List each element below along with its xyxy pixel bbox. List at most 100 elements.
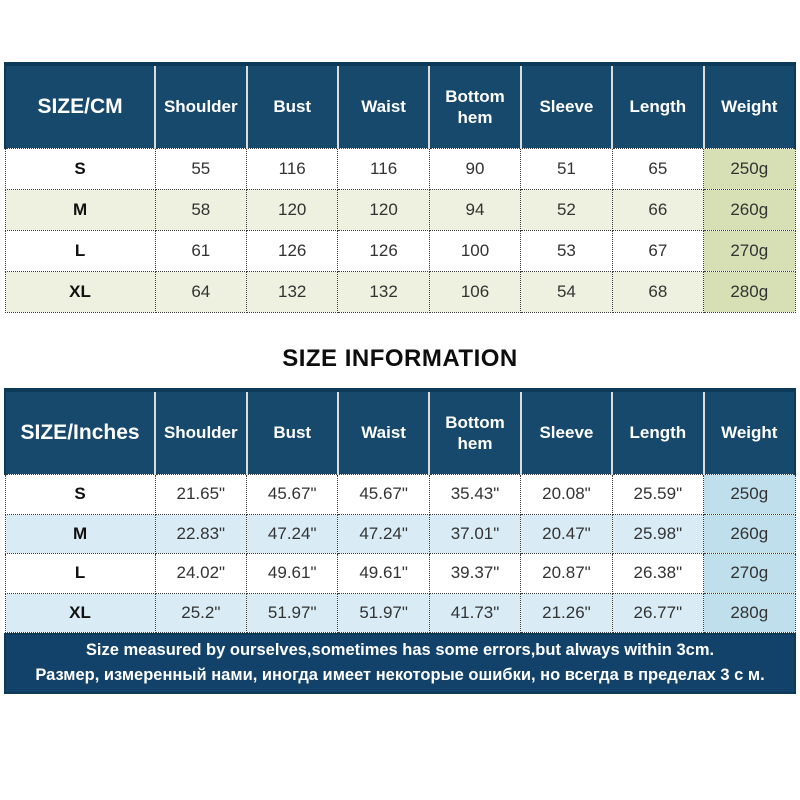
value-cell: 120	[337, 189, 430, 231]
value-cell: 53	[520, 230, 613, 272]
value-cell: 51.97"	[245, 592, 339, 633]
table-row-l: L 24.02" 49.61" 49.61" 39.37" 20.87" 26.38" 270…	[4, 553, 796, 594]
value-cell: 51.97"	[337, 592, 430, 633]
inches-header-row: SIZE/Inches Shoulder Bust Waist Bottom hem S…	[3, 388, 797, 475]
value-cell: 26.38"	[611, 553, 705, 594]
value-cell: 280g	[703, 592, 796, 633]
inches-table-body: S 21.65" 45.67" 45.67" 35.43" 20.08" 25.59" 250…	[4, 474, 796, 633]
measurement-note-russian: Размер, измеренный нами, иногда имеет не…	[35, 666, 765, 684]
value-cell: 55	[154, 148, 248, 190]
column-header-shoulder: Shoulder	[154, 388, 248, 475]
column-header-bust: Bust	[245, 62, 339, 149]
value-cell: 116	[245, 148, 339, 190]
size-table-cm: SIZE/CM Shoulder Bust Waist Bottom hem Sleev…	[3, 62, 797, 313]
value-cell: 90	[428, 148, 522, 190]
size-label-cell: S	[4, 148, 156, 190]
table-row-xl: XL 64 132 132 106 54 68 280g	[4, 271, 796, 313]
top-whitespace	[0, 0, 800, 62]
table-row-s: S 21.65" 45.67" 45.67" 35.43" 20.08" 25.59" 250…	[4, 474, 796, 515]
size-label-cell: L	[4, 553, 156, 594]
value-cell: 47.24"	[337, 513, 430, 554]
column-header-sleeve: Sleeve	[519, 388, 614, 475]
cm-corner-header: SIZE/CM	[3, 62, 157, 149]
column-header-weight: Weight	[702, 62, 797, 149]
value-cell: 25.59"	[611, 474, 705, 515]
value-cell: 132	[245, 271, 339, 313]
column-header-length: Length	[611, 388, 705, 475]
column-header-sleeve: Sleeve	[519, 62, 614, 149]
measurement-note-english: Size measured by ourselves,sometimes has…	[85, 641, 715, 659]
value-cell: 22.83"	[154, 513, 248, 554]
value-cell: 270g	[703, 230, 796, 272]
column-header-waist: Waist	[336, 388, 431, 475]
value-cell: 260g	[703, 513, 796, 554]
table-row-xl: XL 25.2" 51.97" 51.97" 41.73" 21.26" 26.77" 280…	[4, 592, 796, 633]
value-cell: 106	[428, 271, 522, 313]
value-cell: 100	[428, 230, 522, 272]
value-cell: 94	[428, 189, 522, 231]
value-cell: 20.08"	[520, 474, 613, 515]
value-cell: 280g	[703, 271, 796, 313]
measurement-note: Size measured by ourselves,sometimes has…	[4, 633, 796, 694]
table-row-m: M 22.83" 47.24" 47.24" 37.01" 20.47" 25.98" 260…	[4, 513, 796, 554]
column-header-weight: Weight	[702, 388, 797, 475]
size-label-cell: M	[4, 513, 156, 554]
value-cell: 49.61"	[245, 553, 339, 594]
value-cell: 49.61"	[337, 553, 430, 594]
table-row-l: L 61 126 126 100 53 67 270g	[4, 230, 796, 272]
size-label-cell: XL	[4, 592, 156, 633]
value-cell: 67	[611, 230, 705, 272]
value-cell: 58	[154, 189, 248, 231]
value-cell: 37.01"	[428, 513, 522, 554]
value-cell: 45.67"	[337, 474, 430, 515]
column-header-bust: Bust	[245, 388, 339, 475]
column-header-bottom-hem: Bottom hem	[428, 62, 522, 149]
value-cell: 20.47"	[520, 513, 613, 554]
value-cell: 51	[520, 148, 613, 190]
value-cell: 45.67"	[245, 474, 339, 515]
value-cell: 120	[245, 189, 339, 231]
size-information-title: SIZE INFORMATION	[282, 345, 518, 372]
value-cell: 21.65"	[154, 474, 248, 515]
value-cell: 25.98"	[611, 513, 705, 554]
size-label-cell: XL	[4, 271, 156, 313]
column-header-shoulder: Shoulder	[154, 62, 248, 149]
value-cell: 126	[337, 230, 430, 272]
value-cell: 270g	[703, 553, 796, 594]
size-label-cell: S	[4, 474, 156, 515]
value-cell: 68	[611, 271, 705, 313]
value-cell: 250g	[703, 474, 796, 515]
size-label-cell: M	[4, 189, 156, 231]
value-cell: 250g	[703, 148, 796, 190]
column-header-length: Length	[611, 62, 705, 149]
value-cell: 64	[154, 271, 248, 313]
value-cell: 126	[245, 230, 339, 272]
size-table-inches: SIZE/Inches Shoulder Bust Waist Bottom hem S…	[3, 388, 797, 633]
value-cell: 35.43"	[428, 474, 522, 515]
value-cell: 52	[520, 189, 613, 231]
table-row-s: S 55 116 116 90 51 65 250g	[4, 148, 796, 190]
value-cell: 39.37"	[428, 553, 522, 594]
value-cell: 66	[611, 189, 705, 231]
value-cell: 61	[154, 230, 248, 272]
value-cell: 26.77"	[611, 592, 705, 633]
value-cell: 47.24"	[245, 513, 339, 554]
value-cell: 65	[611, 148, 705, 190]
column-header-bottom-hem: Bottom hem	[428, 388, 522, 475]
cm-table-body: S 55 116 116 90 51 65 250g M 58 120 120 94 52 66 260g L 6…	[4, 148, 796, 313]
table-row-m: M 58 120 120 94 52 66 260g	[4, 189, 796, 231]
cm-header-row: SIZE/CM Shoulder Bust Waist Bottom hem Sleev…	[3, 62, 797, 149]
value-cell: 41.73"	[428, 592, 522, 633]
value-cell: 24.02"	[154, 553, 248, 594]
value-cell: 260g	[703, 189, 796, 231]
value-cell: 25.2"	[154, 592, 248, 633]
value-cell: 21.26"	[520, 592, 613, 633]
value-cell: 54	[520, 271, 613, 313]
inches-corner-header: SIZE/Inches	[3, 388, 157, 475]
value-cell: 132	[337, 271, 430, 313]
value-cell: 20.87"	[520, 553, 613, 594]
size-label-cell: L	[4, 230, 156, 272]
column-header-waist: Waist	[336, 62, 431, 149]
value-cell: 116	[337, 148, 430, 190]
